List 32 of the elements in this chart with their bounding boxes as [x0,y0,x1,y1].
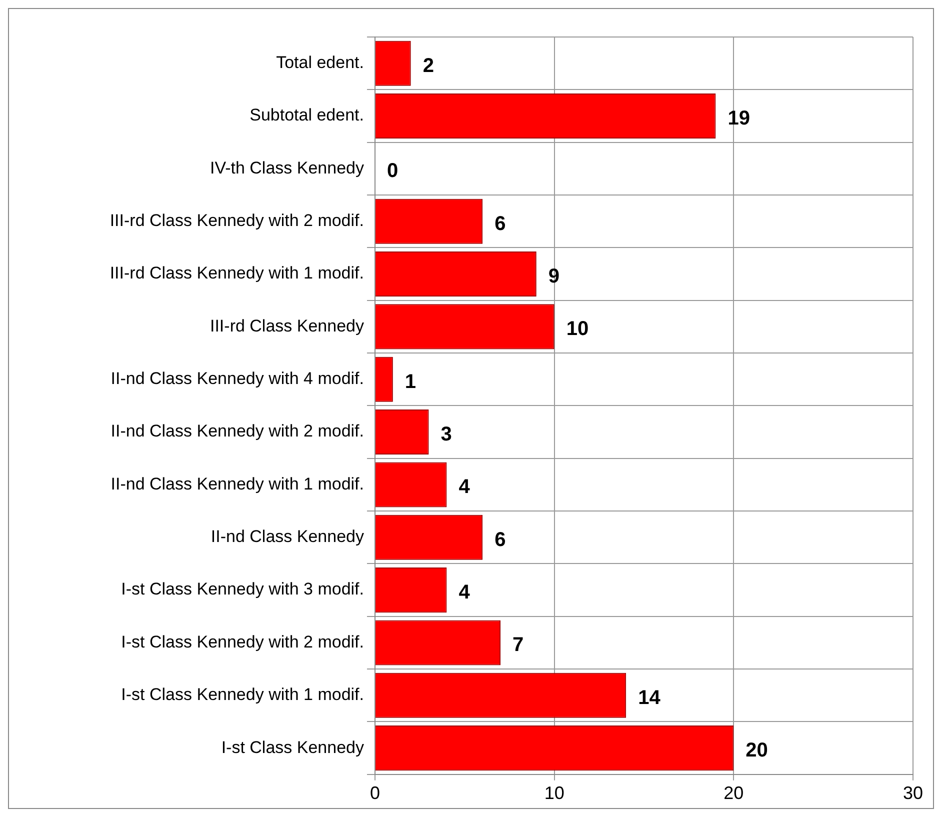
y-tick-label: III-rd Class Kennedy [210,316,364,336]
y-tick-label: III-rd Class Kennedy with 2 modif. [110,211,364,230]
y-tick-label: Subtotal edent. [250,106,364,125]
data-label: 7 [512,634,524,656]
data-label: 14 [638,686,662,709]
y-tick-label: II-nd Class Kennedy with 1 modif. [110,474,364,494]
x-tick-label: 30 [902,783,924,804]
y-tick-label: IV-th Class Kennedy [210,158,364,178]
data-label: 9 [548,266,560,288]
data-label: 19 [728,108,750,130]
data-label: 20 [746,740,768,762]
y-tick-label: III-rd Class Kennedy with 1 modif. [110,264,364,283]
y-tick-label: I-st Class Kennedy with 1 modif. [121,685,364,704]
data-label: 6 [494,212,506,235]
y-tick-label: Total edent. [276,53,364,72]
data-label: 4 [458,582,471,604]
x-tick-label: 20 [724,783,744,804]
data-label: 10 [566,318,589,340]
y-tick-label: II-nd Class Kennedy [210,527,364,546]
y-tick-label: I-st Class Kennedy with 3 modif. [121,580,364,599]
data-label: 3 [440,424,452,446]
data-label: 6 [494,528,506,551]
y-tick-label: I-st Class Kennedy [221,738,364,757]
y-tick-label: II-nd Class Kennedy with 4 modif. [110,369,364,388]
y-tick-label: II-nd Class Kennedy with 2 modif. [110,422,364,441]
data-label: 0 [387,160,398,182]
data-label: 1 [404,370,416,393]
y-tick-label: I-st Class Kennedy with 2 modif. [121,632,364,652]
x-tick-label: 10 [544,783,564,804]
data-label: 4 [458,476,471,498]
data-label: 2 [422,54,434,77]
x-tick-label: 0 [370,783,380,804]
